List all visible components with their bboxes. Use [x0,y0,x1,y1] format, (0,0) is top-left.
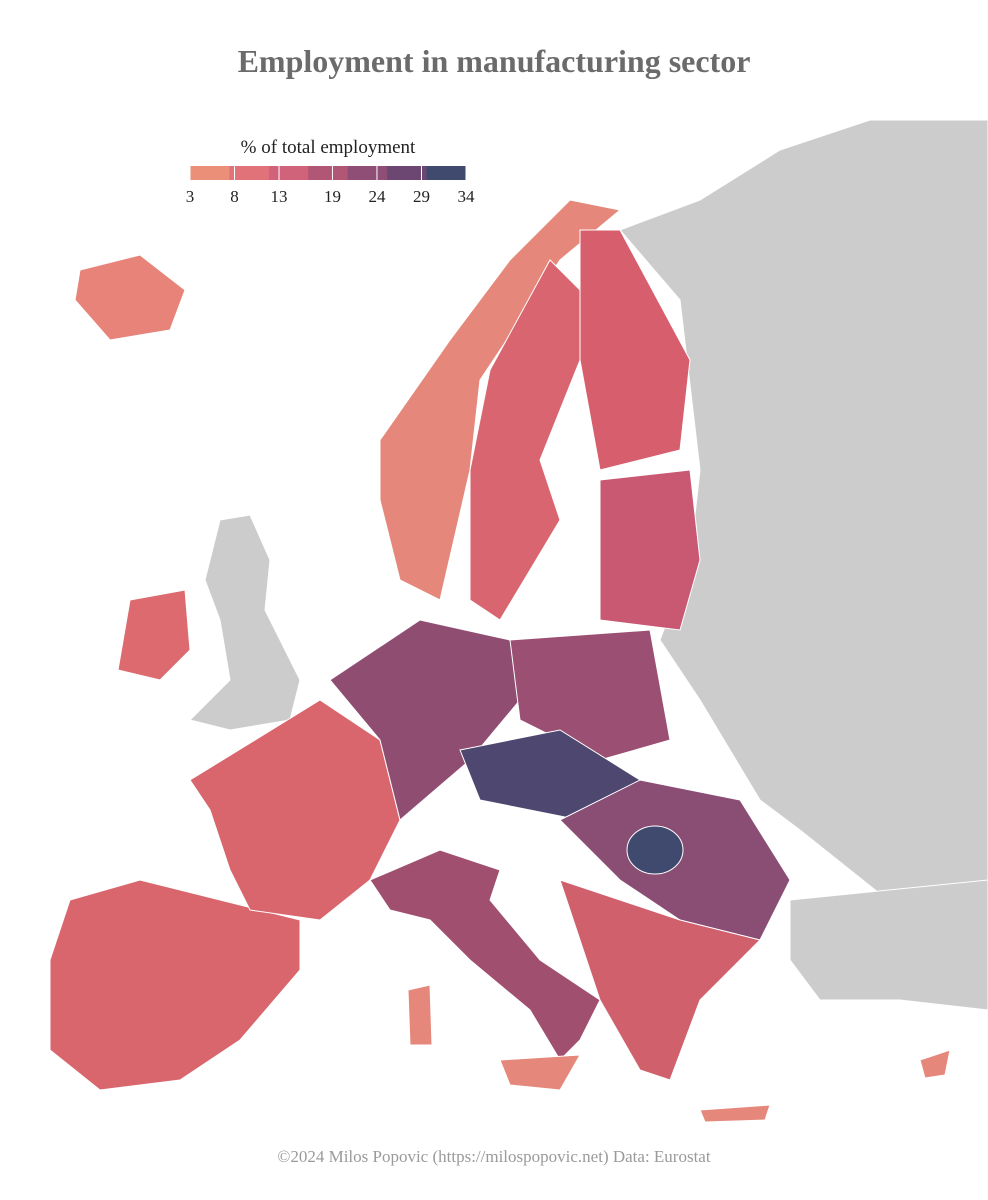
legend-title: % of total employment [241,137,416,158]
region [74,254,186,341]
map [49,119,988,1123]
legend-swatch [229,166,270,180]
region [626,825,684,875]
legend-tick-label: 8 [230,187,239,206]
region [469,259,591,621]
region [499,1054,581,1091]
legend-swatch [387,166,428,180]
legend-tick-label: 29 [413,187,430,206]
region [369,849,601,1061]
legend-tick-label: 34 [458,187,476,206]
legend-tick-label: 24 [368,187,386,206]
legend-swatch [268,166,309,180]
region [329,619,521,821]
non-eu-land [789,879,988,1011]
legend-swatch [190,166,230,180]
non-eu-land [189,514,301,731]
legend-tick-label: 13 [271,187,288,206]
region [579,229,691,471]
region [919,1049,951,1079]
credit: ©2024 Milos Popovic (https://milospopovi… [277,1147,710,1166]
legend-swatch [426,166,467,180]
region [559,879,761,1081]
region [509,629,671,761]
region [49,879,301,1091]
legend-swatch [347,166,388,180]
legend-swatch [308,166,349,180]
region [599,469,701,631]
legend-tick-label: 3 [186,187,195,206]
region [407,984,433,1046]
legend: 3 8 13 19 24 29 34 [186,166,475,206]
title: Employment in manufacturing sector [238,43,751,79]
region [189,699,401,921]
region [117,589,191,681]
region [699,1104,771,1123]
legend-tick-label: 19 [324,187,341,206]
